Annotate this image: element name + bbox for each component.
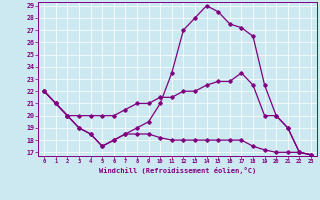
X-axis label: Windchill (Refroidissement éolien,°C): Windchill (Refroidissement éolien,°C) [99,167,256,174]
